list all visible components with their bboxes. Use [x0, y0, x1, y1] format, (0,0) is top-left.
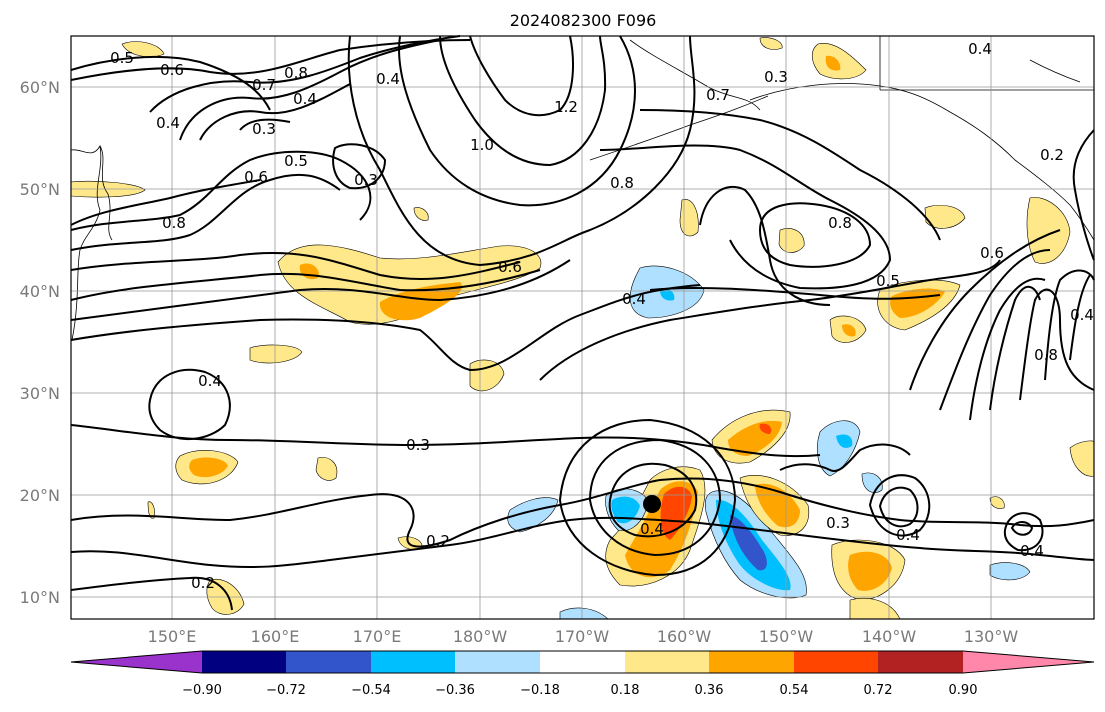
contour-label: 0.8: [284, 64, 308, 82]
contour-label: 0.5: [110, 49, 134, 67]
lat-label: 40°N: [20, 282, 60, 301]
contour-label: 0.2: [191, 574, 215, 592]
coastline-layer: [70, 36, 1095, 341]
contour-label: 0.7: [706, 86, 730, 104]
contour-label: 0.6: [980, 244, 1004, 262]
lon-label: 170°W: [555, 627, 610, 646]
lon-label: 140°W: [862, 627, 917, 646]
storm-center-marker: [643, 495, 661, 513]
colorbar-tick-label: 0.18: [611, 683, 640, 698]
colorbar-cell: [709, 651, 794, 673]
lon-label: 150°W: [759, 627, 814, 646]
lon-label: 160°E: [251, 627, 300, 646]
lon-label: 130°W: [964, 627, 1019, 646]
contour-label: 0.4: [1070, 306, 1094, 324]
contour-label: 0.3: [826, 514, 850, 532]
colorbar-tick-label: −0.54: [351, 683, 391, 698]
colorbar-tick-label: 0.54: [780, 683, 809, 698]
colorbar-tick-label: 0.72: [864, 683, 893, 698]
colorbar-cell: [878, 651, 963, 673]
contour-label: 0.5: [284, 152, 308, 170]
contour-label: 0.6: [498, 258, 522, 276]
colorbar-tick-label: −0.90: [182, 683, 222, 698]
colorbar-cell: [625, 651, 709, 673]
contour-label: 0.2: [1040, 146, 1064, 164]
lat-label: 60°N: [20, 78, 60, 97]
contour-label: 0.3: [354, 171, 378, 189]
contour-label: 0.4: [198, 372, 222, 390]
contour-label: 0.5: [876, 272, 900, 290]
colorbar: −0.90 −0.72 −0.54 −0.36 −0.18 0.18 0.36 …: [70, 650, 1095, 698]
colorbar-tick-label: −0.36: [435, 683, 475, 698]
contour-label: 0.4: [622, 290, 646, 308]
contour-label: 0.4: [896, 526, 920, 544]
contour-label: 0.8: [828, 214, 852, 232]
colorbar-cell: [455, 651, 540, 673]
colorbar-cell: [963, 651, 1094, 673]
positive-anomaly-jet-core: [379, 282, 462, 321]
contour-label: 0.7: [252, 76, 276, 94]
contour-label: 0.2: [426, 532, 450, 550]
contour-label: 0.6: [160, 61, 184, 79]
colorbar-tick-label: 0.36: [695, 683, 724, 698]
colorbar-cell: [540, 651, 625, 673]
contour-label: 0.4: [156, 114, 180, 132]
contour-layer: [70, 35, 1095, 611]
contour-label: 0.8: [162, 214, 186, 232]
contour-label: 0.4: [376, 70, 400, 88]
lon-label: 170°E: [353, 627, 402, 646]
lon-label: 180°W: [453, 627, 508, 646]
contour-label: 0.4: [968, 40, 992, 58]
colorbar-cell: [202, 651, 286, 673]
latitude-axis: 60°N 50°N 40°N 30°N 20°N 10°N: [20, 78, 60, 607]
lat-label: 10°N: [20, 588, 60, 607]
colorbar-tick-label: −0.72: [266, 683, 306, 698]
contour-label: 1.0: [470, 136, 494, 154]
contour-label: 0.4: [293, 90, 317, 108]
map-panel: 0.5 0.6 0.7 0.8 0.4 0.3 0.4 0.5 0.6 1.0 …: [70, 35, 1095, 620]
map-title: 2024082300 F096: [510, 11, 657, 30]
contour-label-layer: 0.5 0.6 0.7 0.8 0.4 0.3 0.4 0.5 0.6 1.0 …: [110, 40, 1094, 592]
contour-label: 0.6: [244, 168, 268, 186]
lon-label: 150°E: [148, 627, 197, 646]
lat-label: 30°N: [20, 384, 60, 403]
contour-label: 0.4: [1020, 542, 1044, 560]
colorbar-tick-label: 0.90: [949, 683, 978, 698]
colorbar-cell: [286, 651, 371, 673]
contour-label: 0.4: [640, 520, 664, 538]
graticule-grid: [71, 36, 1094, 619]
contour-label: 1.2: [554, 98, 578, 116]
lat-label: 50°N: [20, 180, 60, 199]
contour-label: 0.8: [610, 174, 634, 192]
lat-label: 20°N: [20, 486, 60, 505]
colorbar-tick-label: −0.18: [520, 683, 560, 698]
contour-label: 0.3: [764, 68, 788, 86]
contour-label: 0.3: [406, 436, 430, 454]
contour-label: 0.8: [1034, 346, 1058, 364]
lon-label: 160°W: [657, 627, 712, 646]
longitude-axis: 150°E 160°E 170°E 180°W 170°W 160°W 150°…: [148, 627, 1019, 646]
contour-label: 0.3: [252, 120, 276, 138]
colorbar-cell: [794, 651, 878, 673]
colorbar-tick-labels: −0.90 −0.72 −0.54 −0.36 −0.18 0.18 0.36 …: [182, 683, 977, 698]
colorbar-cell: [71, 651, 202, 673]
colorbar-cell: [371, 651, 455, 673]
